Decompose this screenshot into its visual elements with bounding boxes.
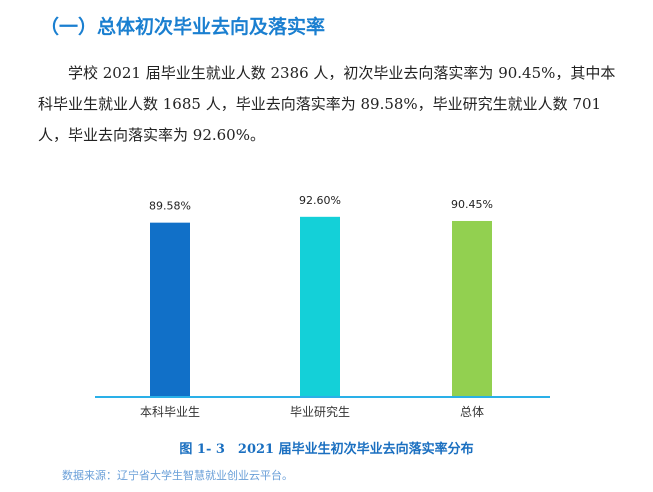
section-heading: （一）总体初次毕业去向及落实率 [40,16,326,38]
data-label: 92.60% [299,194,341,207]
category-label: 总体 [460,405,484,419]
data-source: 数据来源：辽宁省大学生智慧就业创业云平台。 [62,469,293,482]
figure-caption: 图 1- 3 2021 届毕业生初次毕业去向落实率分布 [179,442,474,457]
data-label: 90.45% [451,198,493,211]
bar-3 [452,220,492,396]
category-label: 毕业研究生 [290,404,350,419]
bar-1 [150,222,190,396]
data-label: 89.58% [149,200,191,213]
bar-2 [300,216,340,396]
summary-paragraph: 学校 2021 届毕业生就业人数 2386 人，初次毕业去向落实率为 90.45… [38,64,616,144]
category-label: 本科毕业生 [140,405,200,419]
